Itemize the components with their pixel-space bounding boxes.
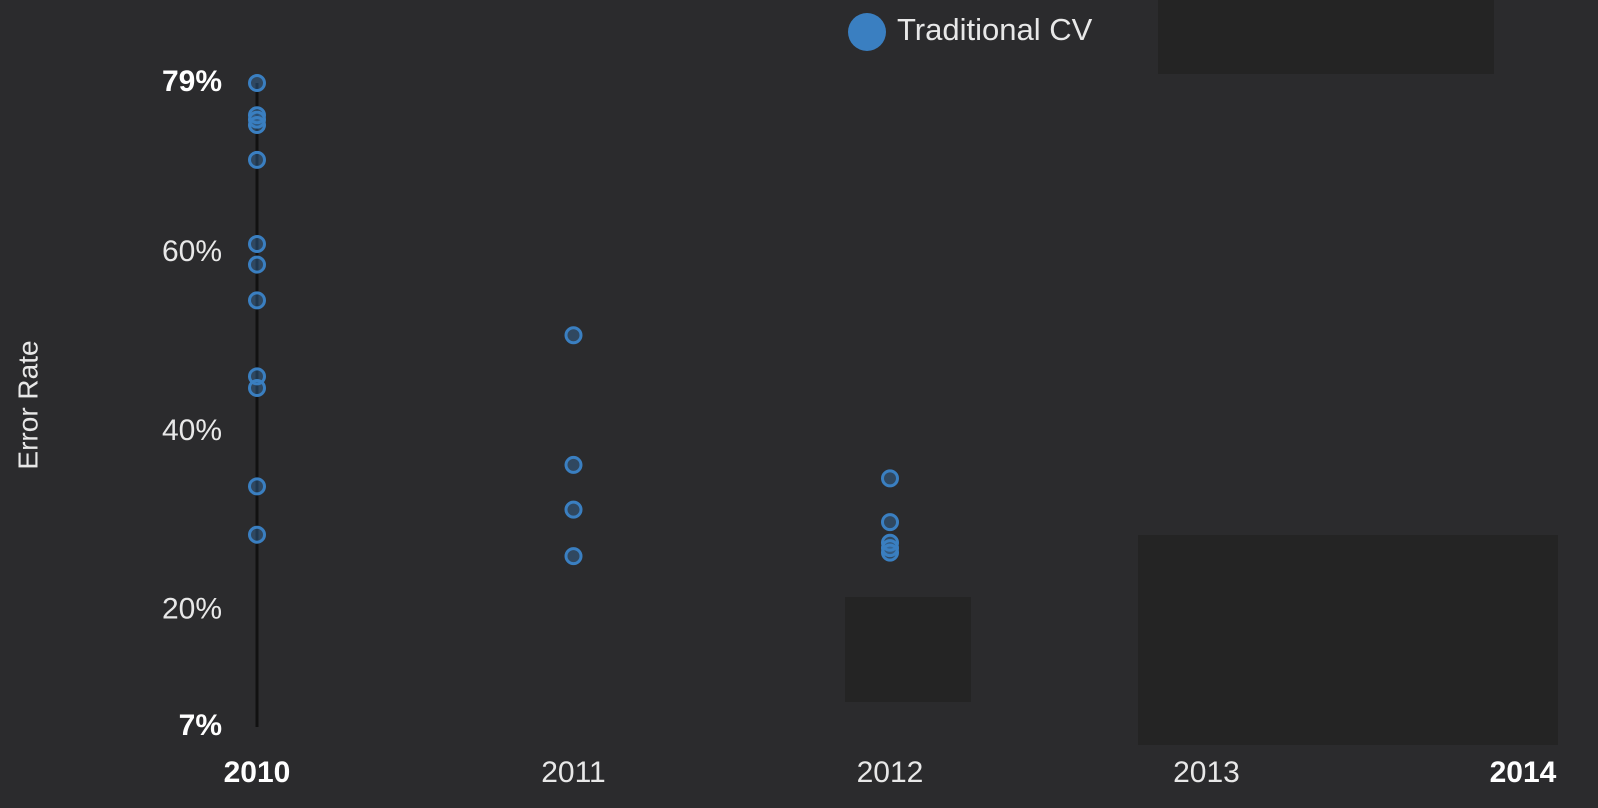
y-tick-label: 7% [179, 709, 222, 742]
point [248, 477, 266, 496]
point [881, 513, 899, 532]
point [564, 547, 583, 566]
x-tick-label: 2010 [224, 756, 291, 789]
point [248, 379, 266, 398]
y-axis-label: Error Rate [12, 340, 43, 469]
x-tick-label: 2011 [541, 756, 606, 789]
point [564, 455, 583, 474]
x-tick-label: 2013 [1173, 756, 1240, 789]
point [248, 74, 266, 92]
point [248, 116, 266, 135]
legend-swatch [848, 13, 886, 51]
y-tick-label: 60% [162, 235, 222, 268]
x-tick-label: 2014 [1490, 756, 1557, 789]
y-tick-label: 79% [162, 65, 222, 98]
overlay-box [1158, 0, 1494, 74]
point [564, 326, 583, 345]
x-tick-label: 2012 [857, 756, 924, 789]
point [248, 235, 266, 253]
point [248, 110, 266, 129]
y-tick-label: 40% [162, 414, 222, 447]
point [881, 543, 899, 562]
legend-label: Traditional CV [897, 12, 1093, 47]
point [248, 291, 266, 310]
point [881, 469, 899, 488]
overlay-box [1138, 535, 1558, 745]
point [248, 525, 266, 544]
y-tick-label: 20% [162, 593, 222, 626]
point [248, 255, 266, 274]
point [564, 500, 583, 519]
overlay-box [845, 597, 971, 702]
point [248, 150, 266, 169]
